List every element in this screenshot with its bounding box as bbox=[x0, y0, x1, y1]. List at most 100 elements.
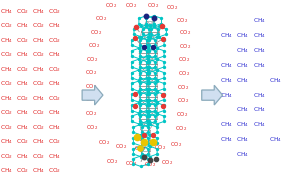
Text: $\mathrm{C}\mathrm{H}_{4}$: $\mathrm{C}\mathrm{H}_{4}$ bbox=[0, 7, 13, 16]
Text: $\mathrm{C}\mathrm{O}_{2}$: $\mathrm{C}\mathrm{O}_{2}$ bbox=[85, 109, 97, 118]
Text: $\mathrm{C}\mathrm{H}_{4}$: $\mathrm{C}\mathrm{H}_{4}$ bbox=[269, 135, 282, 144]
Text: $\mathrm{C}\mathrm{O}_{2}$: $\mathrm{C}\mathrm{O}_{2}$ bbox=[32, 108, 45, 117]
Text: $\mathrm{C}\mathrm{O}_{2}$: $\mathrm{C}\mathrm{O}_{2}$ bbox=[178, 55, 191, 64]
Text: $\mathrm{C}\mathrm{H}_{4}$: $\mathrm{C}\mathrm{H}_{4}$ bbox=[219, 61, 232, 70]
Text: $\mathrm{C}\mathrm{O}_{2}$: $\mathrm{C}\mathrm{O}_{2}$ bbox=[85, 96, 97, 105]
Text: $\mathrm{C}\mathrm{O}_{2}$: $\mathrm{C}\mathrm{O}_{2}$ bbox=[48, 137, 61, 146]
Text: $\mathrm{C}\mathrm{O}_{2}$: $\mathrm{C}\mathrm{O}_{2}$ bbox=[147, 1, 159, 10]
Text: $\mathrm{C}\mathrm{O}_{2}$: $\mathrm{C}\mathrm{O}_{2}$ bbox=[48, 94, 61, 103]
Text: $\mathrm{C}\mathrm{O}_{2}$: $\mathrm{C}\mathrm{O}_{2}$ bbox=[32, 50, 45, 59]
Text: $\mathrm{C}\mathrm{O}_{2}$: $\mathrm{C}\mathrm{O}_{2}$ bbox=[16, 166, 29, 175]
Text: $\mathrm{C}\mathrm{H}_{4}$: $\mathrm{C}\mathrm{H}_{4}$ bbox=[0, 94, 13, 103]
Text: $\mathrm{C}\mathrm{O}_{2}$: $\mathrm{C}\mathrm{O}_{2}$ bbox=[48, 36, 61, 45]
Text: $\mathrm{C}\mathrm{O}_{2}$: $\mathrm{C}\mathrm{O}_{2}$ bbox=[178, 69, 190, 78]
Text: $\mathrm{C}\mathrm{O}_{2}$: $\mathrm{C}\mathrm{O}_{2}$ bbox=[125, 159, 137, 168]
Text: $\mathrm{C}\mathrm{O}_{2}$: $\mathrm{C}\mathrm{O}_{2}$ bbox=[179, 28, 191, 37]
Text: $\mathrm{C}\mathrm{H}_{4}$: $\mathrm{C}\mathrm{H}_{4}$ bbox=[16, 50, 29, 59]
Text: $\mathrm{C}\mathrm{H}_{4}$: $\mathrm{C}\mathrm{H}_{4}$ bbox=[48, 79, 61, 88]
Text: $\mathrm{C}\mathrm{H}_{4}$: $\mathrm{C}\mathrm{H}_{4}$ bbox=[219, 135, 232, 144]
Text: $\mathrm{C}\mathrm{H}_{4}$: $\mathrm{C}\mathrm{H}_{4}$ bbox=[253, 31, 266, 40]
Text: $\mathrm{C}\mathrm{O}_{2}$: $\mathrm{C}\mathrm{O}_{2}$ bbox=[134, 144, 146, 153]
Text: $\mathrm{C}\mathrm{O}_{2}$: $\mathrm{C}\mathrm{O}_{2}$ bbox=[32, 123, 45, 132]
Text: $\mathrm{C}\mathrm{O}_{2}$: $\mathrm{C}\mathrm{O}_{2}$ bbox=[0, 50, 13, 59]
Text: $\mathrm{C}\mathrm{O}_{2}$: $\mathrm{C}\mathrm{O}_{2}$ bbox=[32, 22, 45, 30]
Text: $\mathrm{C}\mathrm{H}_{4}$: $\mathrm{C}\mathrm{H}_{4}$ bbox=[236, 150, 249, 159]
Text: $\mathrm{C}\mathrm{O}_{2}$: $\mathrm{C}\mathrm{O}_{2}$ bbox=[0, 22, 13, 30]
Text: $\mathrm{C}\mathrm{O}_{2}$: $\mathrm{C}\mathrm{O}_{2}$ bbox=[91, 28, 103, 37]
Text: $\mathrm{C}\mathrm{O}_{2}$: $\mathrm{C}\mathrm{O}_{2}$ bbox=[176, 16, 188, 25]
Text: $\mathrm{C}\mathrm{O}_{2}$: $\mathrm{C}\mathrm{O}_{2}$ bbox=[32, 152, 45, 161]
Text: $\mathrm{C}\mathrm{O}_{2}$: $\mathrm{C}\mathrm{O}_{2}$ bbox=[32, 79, 45, 88]
Text: $\mathrm{C}\mathrm{O}_{2}$: $\mathrm{C}\mathrm{O}_{2}$ bbox=[16, 65, 29, 74]
Text: $\mathrm{C}\mathrm{H}_{4}$: $\mathrm{C}\mathrm{H}_{4}$ bbox=[0, 36, 13, 45]
Text: $\mathrm{C}\mathrm{O}_{2}$: $\mathrm{C}\mathrm{O}_{2}$ bbox=[16, 7, 29, 16]
Text: $\mathrm{C}\mathrm{H}_{4}$: $\mathrm{C}\mathrm{H}_{4}$ bbox=[253, 105, 266, 114]
Text: $\mathrm{C}\mathrm{O}_{2}$: $\mathrm{C}\mathrm{O}_{2}$ bbox=[0, 123, 13, 132]
Text: $\mathrm{C}\mathrm{H}_{4}$: $\mathrm{C}\mathrm{H}_{4}$ bbox=[236, 135, 249, 144]
Text: $\mathrm{C}\mathrm{O}_{2}$: $\mathrm{C}\mathrm{O}_{2}$ bbox=[175, 124, 187, 133]
Text: $\mathrm{C}\mathrm{H}_{4}$: $\mathrm{C}\mathrm{H}_{4}$ bbox=[219, 91, 232, 100]
Text: $\mathrm{C}\mathrm{H}_{4}$: $\mathrm{C}\mathrm{H}_{4}$ bbox=[236, 120, 249, 129]
Text: $\mathrm{C}\mathrm{H}_{4}$: $\mathrm{C}\mathrm{H}_{4}$ bbox=[16, 79, 29, 88]
Text: $\mathrm{C}\mathrm{H}_{4}$: $\mathrm{C}\mathrm{H}_{4}$ bbox=[219, 120, 232, 129]
Text: $\mathrm{C}\mathrm{H}_{4}$: $\mathrm{C}\mathrm{H}_{4}$ bbox=[253, 16, 266, 25]
Text: $\mathrm{C}\mathrm{O}_{2}$: $\mathrm{C}\mathrm{O}_{2}$ bbox=[16, 94, 29, 103]
Text: $\mathrm{C}\mathrm{O}_{2}$: $\mathrm{C}\mathrm{O}_{2}$ bbox=[106, 157, 119, 166]
Text: $\mathrm{C}\mathrm{O}_{2}$: $\mathrm{C}\mathrm{O}_{2}$ bbox=[48, 7, 61, 16]
Text: $\mathrm{C}\mathrm{O}_{2}$: $\mathrm{C}\mathrm{O}_{2}$ bbox=[154, 143, 166, 152]
Text: $\mathrm{C}\mathrm{H}_{4}$: $\mathrm{C}\mathrm{H}_{4}$ bbox=[16, 152, 29, 161]
Text: $\mathrm{C}\mathrm{O}_{2}$: $\mathrm{C}\mathrm{O}_{2}$ bbox=[161, 158, 174, 167]
Text: $\mathrm{C}\mathrm{H}_{4}$: $\mathrm{C}\mathrm{H}_{4}$ bbox=[32, 36, 45, 45]
Text: $\mathrm{C}\mathrm{H}_{4}$: $\mathrm{C}\mathrm{H}_{4}$ bbox=[253, 61, 266, 70]
Text: $\mathrm{C}\mathrm{H}_{4}$: $\mathrm{C}\mathrm{H}_{4}$ bbox=[236, 105, 249, 114]
Text: $\mathrm{C}\mathrm{O}_{2}$: $\mathrm{C}\mathrm{O}_{2}$ bbox=[125, 1, 137, 10]
Text: $\mathrm{C}\mathrm{H}_{4}$: $\mathrm{C}\mathrm{H}_{4}$ bbox=[0, 65, 13, 74]
Polygon shape bbox=[202, 85, 223, 105]
Text: $\mathrm{C}\mathrm{O}_{2}$: $\mathrm{C}\mathrm{O}_{2}$ bbox=[48, 65, 61, 74]
Text: $\mathrm{C}\mathrm{H}_{4}$: $\mathrm{C}\mathrm{H}_{4}$ bbox=[219, 31, 232, 40]
Text: $\mathrm{C}\mathrm{H}_{4}$: $\mathrm{C}\mathrm{H}_{4}$ bbox=[16, 22, 29, 30]
Text: $\mathrm{C}\mathrm{H}_{4}$: $\mathrm{C}\mathrm{H}_{4}$ bbox=[48, 152, 61, 161]
Text: $\mathrm{C}\mathrm{H}_{4}$: $\mathrm{C}\mathrm{H}_{4}$ bbox=[236, 61, 249, 70]
Text: $\mathrm{C}\mathrm{O}_{2}$: $\mathrm{C}\mathrm{O}_{2}$ bbox=[95, 14, 107, 23]
Text: $\mathrm{C}\mathrm{H}_{4}$: $\mathrm{C}\mathrm{H}_{4}$ bbox=[236, 31, 249, 40]
Text: $\mathrm{C}\mathrm{H}_{4}$: $\mathrm{C}\mathrm{H}_{4}$ bbox=[253, 91, 266, 100]
Text: $\mathrm{C}\mathrm{O}_{2}$: $\mathrm{C}\mathrm{O}_{2}$ bbox=[16, 137, 29, 146]
Text: $\mathrm{C}\mathrm{H}_{4}$: $\mathrm{C}\mathrm{H}_{4}$ bbox=[253, 120, 266, 129]
Text: $\mathrm{C}\mathrm{H}_{4}$: $\mathrm{C}\mathrm{H}_{4}$ bbox=[48, 123, 61, 132]
Text: $\mathrm{C}\mathrm{H}_{4}$: $\mathrm{C}\mathrm{H}_{4}$ bbox=[16, 123, 29, 132]
Text: $\mathrm{C}\mathrm{H}_{4}$: $\mathrm{C}\mathrm{H}_{4}$ bbox=[48, 22, 61, 30]
Text: $\mathrm{C}\mathrm{O}_{2}$: $\mathrm{C}\mathrm{O}_{2}$ bbox=[48, 166, 61, 175]
Text: $\mathrm{C}\mathrm{O}_{2}$: $\mathrm{C}\mathrm{O}_{2}$ bbox=[0, 79, 13, 88]
Text: $\mathrm{C}\mathrm{H}_{4}$: $\mathrm{C}\mathrm{H}_{4}$ bbox=[48, 108, 61, 117]
Text: $\mathrm{C}\mathrm{H}_{4}$: $\mathrm{C}\mathrm{H}_{4}$ bbox=[269, 76, 282, 85]
Polygon shape bbox=[82, 85, 103, 105]
Text: $\mathrm{C}\mathrm{O}_{2}$: $\mathrm{C}\mathrm{O}_{2}$ bbox=[177, 96, 189, 105]
Text: $\mathrm{C}\mathrm{O}_{2}$: $\mathrm{C}\mathrm{O}_{2}$ bbox=[0, 108, 13, 117]
Text: $\mathrm{C}\mathrm{H}_{4}$: $\mathrm{C}\mathrm{H}_{4}$ bbox=[0, 137, 13, 146]
Text: $\mathrm{C}\mathrm{H}_{4}$: $\mathrm{C}\mathrm{H}_{4}$ bbox=[236, 46, 249, 55]
Text: $\mathrm{C}\mathrm{O}_{2}$: $\mathrm{C}\mathrm{O}_{2}$ bbox=[85, 82, 97, 91]
Text: $\mathrm{C}\mathrm{O}_{2}$: $\mathrm{C}\mathrm{O}_{2}$ bbox=[86, 124, 99, 132]
Text: $\mathrm{C}\mathrm{O}_{2}$: $\mathrm{C}\mathrm{O}_{2}$ bbox=[144, 160, 156, 169]
Text: $\mathrm{C}\mathrm{O}_{2}$: $\mathrm{C}\mathrm{O}_{2}$ bbox=[0, 152, 13, 161]
Text: $\mathrm{C}\mathrm{H}_{4}$: $\mathrm{C}\mathrm{H}_{4}$ bbox=[253, 46, 266, 55]
Text: $\mathrm{C}\mathrm{H}_{4}$: $\mathrm{C}\mathrm{H}_{4}$ bbox=[16, 108, 29, 117]
Text: $\mathrm{C}\mathrm{O}_{2}$: $\mathrm{C}\mathrm{O}_{2}$ bbox=[166, 3, 178, 12]
Text: $\mathrm{C}\mathrm{O}_{2}$: $\mathrm{C}\mathrm{O}_{2}$ bbox=[115, 142, 127, 151]
Text: $\mathrm{C}\mathrm{O}_{2}$: $\mathrm{C}\mathrm{O}_{2}$ bbox=[177, 83, 190, 91]
Text: $\mathrm{C}\mathrm{H}_{4}$: $\mathrm{C}\mathrm{H}_{4}$ bbox=[32, 65, 45, 74]
Text: $\mathrm{C}\mathrm{H}_{4}$: $\mathrm{C}\mathrm{H}_{4}$ bbox=[32, 137, 45, 146]
Text: $\mathrm{C}\mathrm{H}_{4}$: $\mathrm{C}\mathrm{H}_{4}$ bbox=[32, 7, 45, 16]
Text: $\mathrm{C}\mathrm{H}_{4}$: $\mathrm{C}\mathrm{H}_{4}$ bbox=[236, 76, 249, 85]
Text: $\mathrm{C}\mathrm{H}_{4}$: $\mathrm{C}\mathrm{H}_{4}$ bbox=[48, 50, 61, 59]
Text: $\mathrm{C}\mathrm{O}_{2}$: $\mathrm{C}\mathrm{O}_{2}$ bbox=[88, 41, 100, 50]
Text: $\mathrm{C}\mathrm{H}_{4}$: $\mathrm{C}\mathrm{H}_{4}$ bbox=[219, 76, 232, 85]
Text: $\mathrm{C}\mathrm{O}_{2}$: $\mathrm{C}\mathrm{O}_{2}$ bbox=[98, 139, 110, 147]
Text: $\mathrm{C}\mathrm{O}_{2}$: $\mathrm{C}\mathrm{O}_{2}$ bbox=[105, 2, 117, 10]
Text: $\mathrm{C}\mathrm{O}_{2}$: $\mathrm{C}\mathrm{O}_{2}$ bbox=[16, 36, 29, 45]
Text: $\mathrm{C}\mathrm{O}_{2}$: $\mathrm{C}\mathrm{O}_{2}$ bbox=[176, 110, 189, 119]
Text: $\mathrm{C}\mathrm{O}_{2}$: $\mathrm{C}\mathrm{O}_{2}$ bbox=[85, 69, 97, 77]
Text: $\mathrm{C}\mathrm{O}_{2}$: $\mathrm{C}\mathrm{O}_{2}$ bbox=[170, 140, 182, 149]
Text: $\mathrm{C}\mathrm{H}_{4}$: $\mathrm{C}\mathrm{H}_{4}$ bbox=[0, 166, 13, 175]
